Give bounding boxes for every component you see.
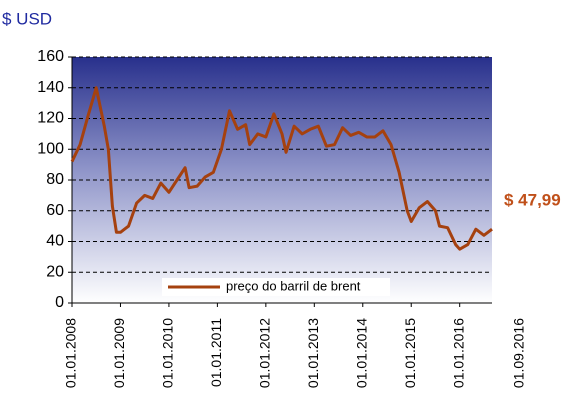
x-tick-label: 01.01.2008 <box>63 318 79 388</box>
y-tick-label: 120 <box>37 110 64 127</box>
y-tick-label: 80 <box>46 171 64 188</box>
line-series <box>70 86 493 251</box>
y-tick-label: 0 <box>55 294 64 311</box>
y-tick-label: 140 <box>37 79 64 96</box>
x-tick-label: 01.01.2013 <box>305 318 321 388</box>
y-tick-label: 60 <box>46 202 64 219</box>
x-tick-label: 01.01.2014 <box>353 318 369 388</box>
y-tick-label: 160 <box>37 48 64 65</box>
y-tick-label: 100 <box>37 140 64 157</box>
y-tick-label: 20 <box>46 263 64 280</box>
x-tick-label: 01.01.2012 <box>257 318 273 388</box>
value-annotation: $ 47,99 <box>504 191 561 210</box>
y-axis-label: $ USD <box>2 9 52 28</box>
x-tick-label: 01.01.2015 <box>402 318 418 388</box>
x-tick-label: 01.01.2009 <box>111 318 127 388</box>
x-tick-label: 01.01.2016 <box>450 318 466 388</box>
legend-box <box>162 278 390 296</box>
y-tick-label: 40 <box>46 233 64 250</box>
x-tick-label: 01.01.2011 <box>208 318 224 387</box>
x-tick-label: 01.01.2010 <box>160 318 176 388</box>
legend-label: preço do barril de brent <box>226 278 361 293</box>
date-annotation: 01.09.2016 <box>511 318 527 388</box>
